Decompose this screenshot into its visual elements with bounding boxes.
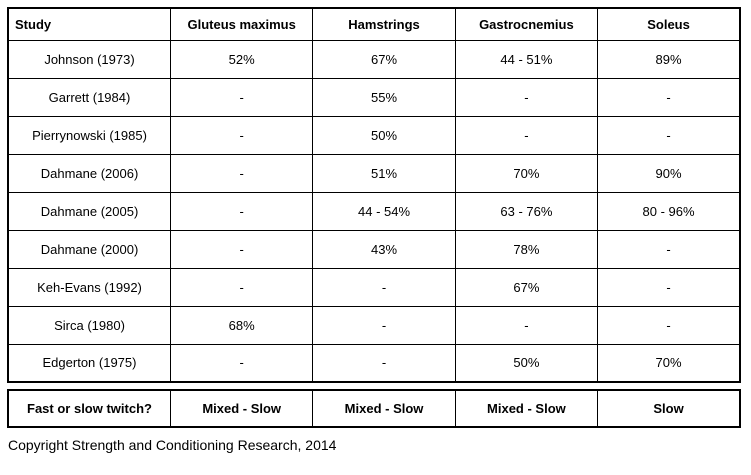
value-cell: 55% <box>312 77 456 117</box>
value-cell: 50% <box>312 115 456 155</box>
column-header-gastrocnemius: Gastrocnemius <box>454 7 599 41</box>
value-cell: - <box>597 115 741 155</box>
summary-label-cell: Fast or slow twitch? <box>7 389 171 428</box>
value-cell: - <box>597 267 741 307</box>
value-cell: 70% <box>597 343 741 383</box>
summary-value-cell: Mixed - Slow <box>169 389 314 428</box>
study-name-cell: Sirca (1980) <box>7 305 171 345</box>
value-cell: 43% <box>312 229 456 269</box>
value-cell: 68% <box>169 305 314 345</box>
value-cell: - <box>597 229 741 269</box>
fiber-type-table: Study Gluteus maximus Hamstrings Gastroc… <box>7 7 741 383</box>
summary-value-cell: Slow <box>597 389 741 428</box>
value-cell: - <box>169 343 314 383</box>
study-name-cell: Keh-Evans (1992) <box>7 267 171 307</box>
table-row: Sirca (1980) 68% - - - <box>7 305 741 345</box>
value-cell: - <box>312 343 456 383</box>
study-name-cell: Dahmane (2005) <box>7 191 171 231</box>
value-cell: 52% <box>169 39 314 79</box>
value-cell: 70% <box>454 153 599 193</box>
study-name-cell: Dahmane (2006) <box>7 153 171 193</box>
study-name-cell: Johnson (1973) <box>7 39 171 79</box>
value-cell: 89% <box>597 39 741 79</box>
study-name-cell: Edgerton (1975) <box>7 343 171 383</box>
value-cell: - <box>169 115 314 155</box>
twitch-summary-table: Fast or slow twitch? Mixed - Slow Mixed … <box>7 389 741 428</box>
value-cell: - <box>454 115 599 155</box>
value-cell: 67% <box>454 267 599 307</box>
column-header-gluteus-maximus: Gluteus maximus <box>169 7 314 41</box>
value-cell: - <box>312 267 456 307</box>
summary-row: Fast or slow twitch? Mixed - Slow Mixed … <box>7 389 741 428</box>
column-header-soleus: Soleus <box>597 7 741 41</box>
value-cell: - <box>169 191 314 231</box>
value-cell: 51% <box>312 153 456 193</box>
study-name-cell: Garrett (1984) <box>7 77 171 117</box>
summary-value-cell: Mixed - Slow <box>454 389 599 428</box>
table-row: Edgerton (1975) - - 50% 70% <box>7 343 741 383</box>
value-cell: - <box>169 267 314 307</box>
table-row: Dahmane (2006) - 51% 70% 90% <box>7 153 741 193</box>
value-cell: 44 - 51% <box>454 39 599 79</box>
value-cell: 90% <box>597 153 741 193</box>
value-cell: 63 - 76% <box>454 191 599 231</box>
table-row: Johnson (1973) 52% 67% 44 - 51% 89% <box>7 39 741 79</box>
table-row: Dahmane (2005) - 44 - 54% 63 - 76% 80 - … <box>7 191 741 231</box>
table-header-row: Study Gluteus maximus Hamstrings Gastroc… <box>7 7 741 41</box>
value-cell: 44 - 54% <box>312 191 456 231</box>
column-header-hamstrings: Hamstrings <box>312 7 456 41</box>
summary-value-cell: Mixed - Slow <box>312 389 456 428</box>
study-name-cell: Dahmane (2000) <box>7 229 171 269</box>
value-cell: 67% <box>312 39 456 79</box>
value-cell: - <box>597 77 741 117</box>
table-row: Keh-Evans (1992) - - 67% - <box>7 267 741 307</box>
table-row: Dahmane (2000) - 43% 78% - <box>7 229 741 269</box>
value-cell: - <box>312 305 456 345</box>
value-cell: 80 - 96% <box>597 191 741 231</box>
value-cell: - <box>169 77 314 117</box>
table-row: Garrett (1984) - 55% - - <box>7 77 741 117</box>
copyright-caption: Copyright Strength and Conditioning Rese… <box>8 437 337 453</box>
value-cell: - <box>169 229 314 269</box>
value-cell: - <box>454 305 599 345</box>
value-cell: 78% <box>454 229 599 269</box>
table-row: Pierrynowski (1985) - 50% - - <box>7 115 741 155</box>
study-name-cell: Pierrynowski (1985) <box>7 115 171 155</box>
value-cell: 50% <box>454 343 599 383</box>
value-cell: - <box>597 305 741 345</box>
value-cell: - <box>169 153 314 193</box>
column-header-study: Study <box>7 7 171 41</box>
value-cell: - <box>454 77 599 117</box>
